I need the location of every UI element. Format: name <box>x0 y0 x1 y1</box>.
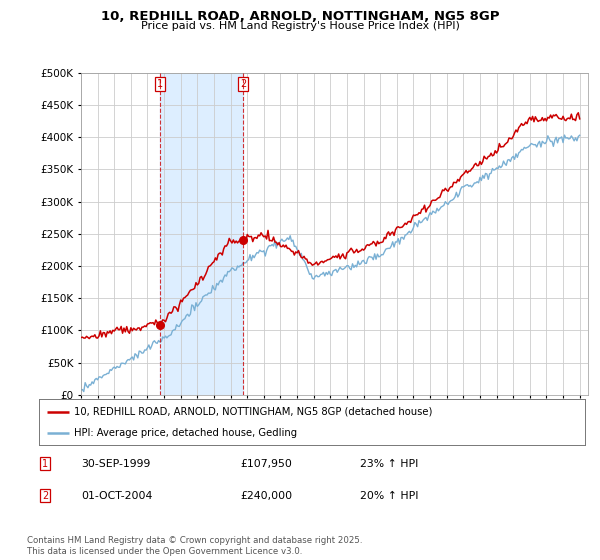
Text: 23% ↑ HPI: 23% ↑ HPI <box>360 459 418 469</box>
Text: £107,950: £107,950 <box>240 459 292 469</box>
Text: 1: 1 <box>157 80 163 89</box>
Text: £240,000: £240,000 <box>240 491 292 501</box>
Text: HPI: Average price, detached house, Gedling: HPI: Average price, detached house, Gedl… <box>74 428 298 438</box>
Text: Contains HM Land Registry data © Crown copyright and database right 2025.
This d: Contains HM Land Registry data © Crown c… <box>27 536 362 556</box>
Text: 1: 1 <box>42 459 48 469</box>
Bar <box>160 73 243 395</box>
Text: Price paid vs. HM Land Registry's House Price Index (HPI): Price paid vs. HM Land Registry's House … <box>140 21 460 31</box>
Text: 20% ↑ HPI: 20% ↑ HPI <box>360 491 419 501</box>
Text: 01-OCT-2004: 01-OCT-2004 <box>81 491 152 501</box>
Text: 2: 2 <box>42 491 48 501</box>
Text: 10, REDHILL ROAD, ARNOLD, NOTTINGHAM, NG5 8GP (detached house): 10, REDHILL ROAD, ARNOLD, NOTTINGHAM, NG… <box>74 407 433 417</box>
Text: 2: 2 <box>240 80 246 89</box>
Text: 30-SEP-1999: 30-SEP-1999 <box>81 459 151 469</box>
Text: 10, REDHILL ROAD, ARNOLD, NOTTINGHAM, NG5 8GP: 10, REDHILL ROAD, ARNOLD, NOTTINGHAM, NG… <box>101 10 499 23</box>
